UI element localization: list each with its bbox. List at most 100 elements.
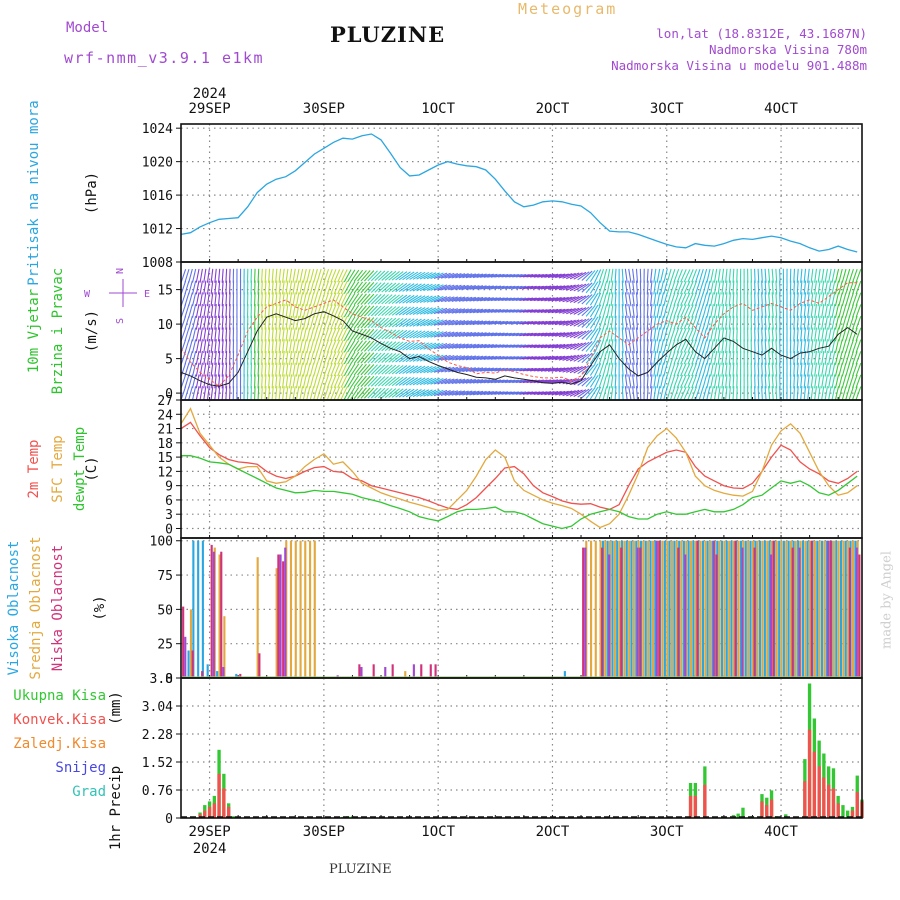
wind-barb [628,303,632,318]
wind-barb [448,366,462,373]
wind-barb [264,303,267,319]
wind-barb [573,330,587,339]
wind-barb [533,379,548,384]
wind-barb [494,332,509,337]
wind-barb [845,268,851,283]
wind-barb [589,293,599,306]
wind-barb [824,386,828,401]
wind-barb [577,318,590,328]
wind-barb [472,296,487,302]
clouds-bar [220,551,223,678]
wind-barb [768,386,771,401]
wind-barb [710,315,714,330]
wind-barb [694,351,701,365]
wind-barb [614,292,617,307]
precipitation-bar [760,801,764,818]
wind-barb [817,303,821,318]
wind-barb [663,327,668,342]
wind-barb [713,280,718,295]
wind-barb [800,268,803,283]
wind-barb [736,303,738,319]
wind-barb [848,351,854,365]
wind-barb [228,315,231,330]
wind-barb [768,315,771,330]
wind-barb [515,367,530,372]
clouds-bar [309,540,312,678]
wind-barb [472,379,487,384]
wind-barb [487,391,502,396]
wind-barb [275,374,278,389]
wind-barb [374,387,386,399]
wind-barb [817,339,821,354]
wind-barb [275,315,278,330]
clouds-bar [289,540,293,678]
wind-barb [423,283,437,292]
wind-barb [621,303,624,319]
wind-barb [614,386,617,401]
wind-barb [448,296,462,303]
wind-barb [710,339,714,354]
wind-barb [285,280,289,295]
wind-barb [569,283,583,292]
clouds-bar [668,540,671,678]
precipitation-bar [841,805,845,818]
wind-barb [845,280,851,295]
wind-barb [713,386,718,401]
wind-barb [487,355,502,360]
top-time-tick-label: 30SEP [303,101,345,117]
wind-barb [621,292,624,307]
wind-barb [725,362,728,377]
wind-barb [656,304,661,318]
precipitation-bar [212,803,217,818]
wind-barb [363,270,375,282]
wind-barb [547,355,562,361]
wind-barb [253,280,256,295]
wind-barb [691,315,698,330]
wind-barb [663,268,668,283]
wind-barb [268,362,271,377]
wind-barb [188,268,193,283]
wind-barb [732,315,735,330]
wind-barb [476,390,491,396]
wind-barb [589,316,599,329]
wind-barb [437,354,451,361]
wind-barb [547,367,562,372]
wind-barb [526,356,541,360]
wind-barb [350,363,360,376]
wind-barb [810,268,814,283]
clouds-bar [801,540,805,678]
clouds-bar [818,540,821,678]
clouds-bar [709,540,712,678]
wind-barb [793,350,796,365]
wind-barb [309,315,315,330]
wind-barb [771,303,774,319]
wind-barb [706,268,711,283]
wind-barb [632,315,635,330]
wind-barb [646,315,649,330]
wind-barb [398,283,411,292]
wind-barb [221,350,224,365]
wind-barb [569,389,583,397]
compass-west-label: W [84,289,91,300]
wind-barb [487,379,502,384]
wind-barb [537,391,552,396]
temperature-series-line [181,455,858,530]
wind-barb [573,342,587,351]
wind-barb [316,374,322,389]
wind-barb [299,292,304,307]
wind-barb [702,280,708,295]
wind-barb [309,280,315,295]
wind-barb [706,327,711,342]
top-year-label: 2024 [193,86,227,102]
wind-barb [480,285,494,290]
wind-barb [398,388,411,398]
wind-barb [285,350,289,365]
wind-barb [402,330,415,339]
wind-barb [602,339,608,354]
clouds-bar [223,616,226,678]
wind-barb [610,350,614,365]
wind-barb [469,296,484,302]
wind-barb [384,306,397,316]
wind-barb [713,350,718,365]
wind-barb [261,386,263,401]
